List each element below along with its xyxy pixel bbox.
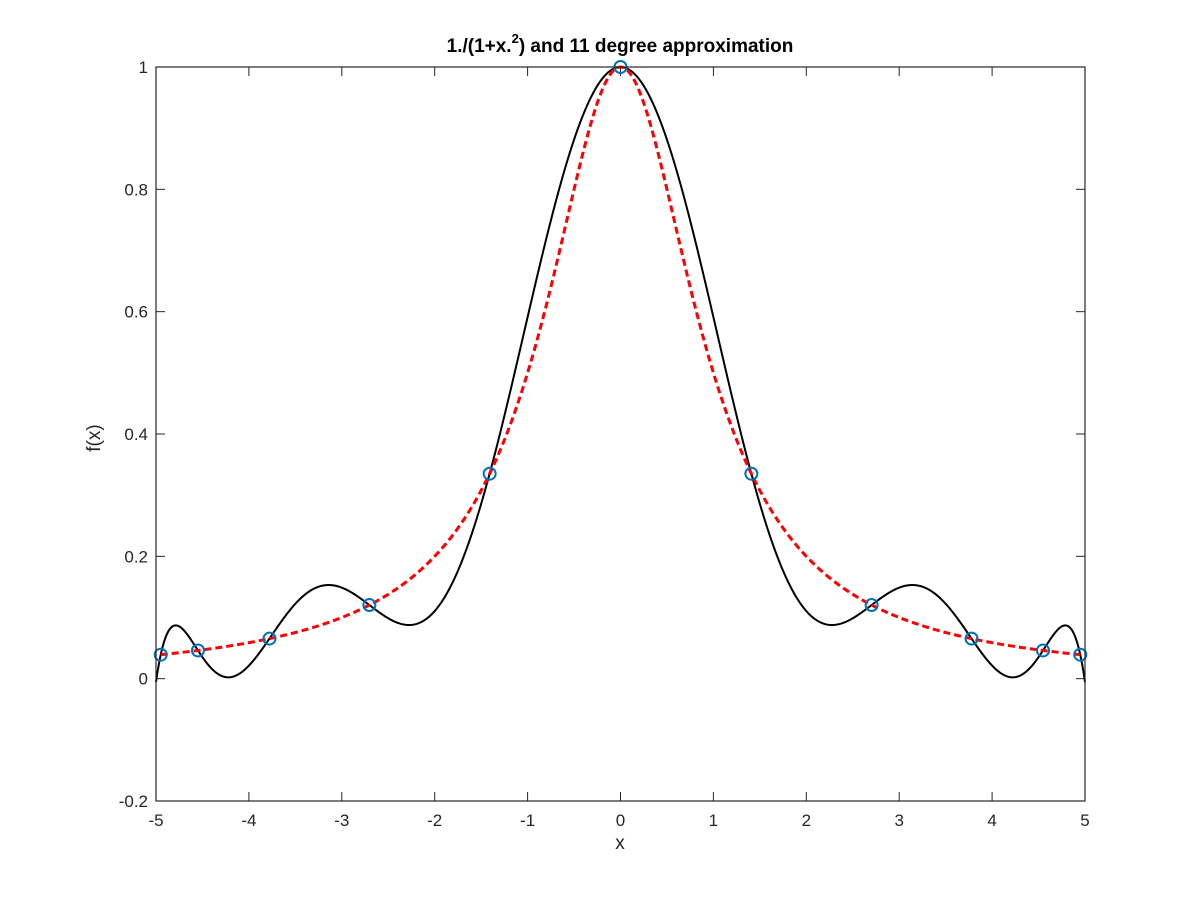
x-tick-label: -3 xyxy=(334,811,349,830)
chart-title: 1./(1+x.2) and 11 degree approximation xyxy=(447,31,794,57)
title-superscript: 2 xyxy=(512,31,519,46)
x-tick-label: -5 xyxy=(148,811,163,830)
axes: -5 -4 -3 -2 -1 0 1 2 3 4 5 -0.2 0 0.2 0.4 0.6 0.8 1 xyxy=(119,58,1090,830)
x-tick-label: 5 xyxy=(1080,811,1089,830)
node-marker xyxy=(744,466,759,481)
axes-frame xyxy=(155,66,1086,802)
y-tick-label: 0.2 xyxy=(124,547,148,566)
node-marker xyxy=(190,643,205,658)
x-axis-label: x xyxy=(615,833,625,854)
node-marker xyxy=(362,598,377,613)
node-marker xyxy=(864,598,879,613)
node-marker xyxy=(1073,647,1088,662)
node-marker xyxy=(1036,643,1051,658)
y-tick-label: -0.2 xyxy=(119,792,148,811)
title-main: 1./(1+x. xyxy=(447,36,512,57)
x-tick-label: 3 xyxy=(894,811,903,830)
title-suffix: ) and 11 degree approximation xyxy=(519,36,794,57)
y-tick-label: 0.8 xyxy=(124,180,148,199)
y-tick-label: 0.4 xyxy=(124,425,148,444)
plot-area xyxy=(153,60,1088,683)
x-tick-label: -1 xyxy=(520,811,535,830)
node-marker xyxy=(964,631,979,646)
y-tick-label: 1 xyxy=(139,58,148,77)
node-marker xyxy=(482,466,497,481)
x-tick-label: 1 xyxy=(709,811,718,830)
x-tick-label: -2 xyxy=(427,811,442,830)
y-tick-label: 0 xyxy=(139,670,148,689)
polynomial-series-line xyxy=(155,65,1086,683)
y-axis-label: f(x) xyxy=(84,424,105,451)
y-tick-label: 0.6 xyxy=(124,303,148,322)
node-marker xyxy=(153,647,168,662)
axes-box xyxy=(155,66,1086,802)
function-series-line xyxy=(160,65,1081,657)
x-tick-label: 2 xyxy=(802,811,811,830)
x-tick-label: -4 xyxy=(241,811,256,830)
node-marker xyxy=(262,631,277,646)
x-tick-label: 0 xyxy=(616,811,625,830)
x-tick-label: 4 xyxy=(987,811,996,830)
